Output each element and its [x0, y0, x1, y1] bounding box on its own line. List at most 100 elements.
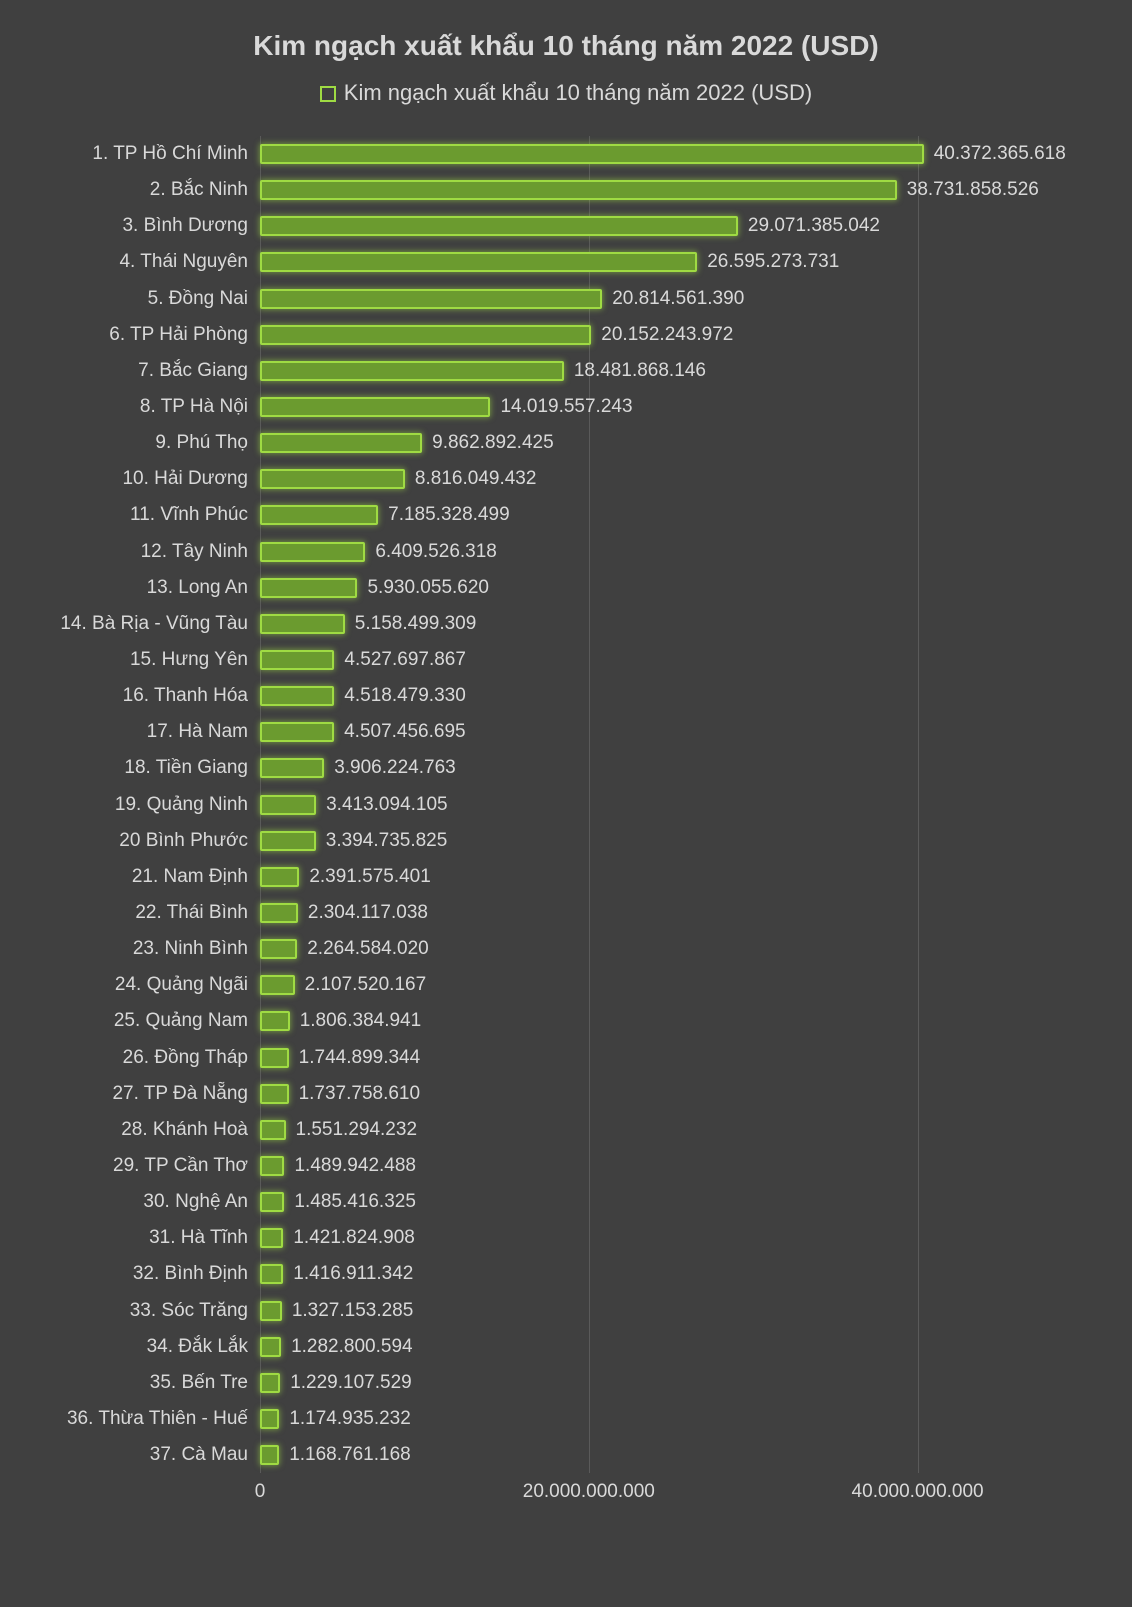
- value-label: 4.527.697.867: [344, 649, 466, 671]
- x-axis: 020.000.000.00040.000.000.000: [260, 1473, 1082, 1513]
- bar-row: 29. TP Cần Thơ1.489.942.488: [260, 1148, 1082, 1184]
- value-label: 26.595.273.731: [707, 251, 839, 273]
- value-label: 40.372.365.618: [934, 143, 1066, 165]
- category-label: 19. Quảng Ninh: [28, 794, 248, 816]
- bar-row: 27. TP Đà Nẵng1.737.758.610: [260, 1076, 1082, 1112]
- value-label: 3.906.224.763: [334, 757, 456, 779]
- bar-row: 1. TP Hồ Chí Minh40.372.365.618: [260, 136, 1082, 172]
- value-label: 29.071.385.042: [748, 215, 880, 237]
- category-label: 17. Hà Nam: [28, 721, 248, 743]
- bar-row: 5. Đồng Nai20.814.561.390: [260, 281, 1082, 317]
- bar: [260, 975, 295, 995]
- category-label: 36. Thừa Thiên - Huế: [28, 1408, 248, 1430]
- bar-row: 10. Hải Dương8.816.049.432: [260, 461, 1082, 497]
- bar: [260, 325, 591, 345]
- category-label: 25. Quảng Nam: [28, 1010, 248, 1032]
- bar-row: 33. Sóc Trăng1.327.153.285: [260, 1293, 1082, 1329]
- bar-row: 12. Tây Ninh6.409.526.318: [260, 534, 1082, 570]
- bar-row: 14. Bà Rịa - Vũng Tàu5.158.499.309: [260, 606, 1082, 642]
- value-label: 3.394.735.825: [326, 830, 448, 852]
- chart-legend: Kim ngạch xuất khẩu 10 tháng năm 2022 (U…: [30, 80, 1102, 106]
- bar-row: 25. Quảng Nam1.806.384.941: [260, 1003, 1082, 1039]
- bar-row: 3. Bình Dương29.071.385.042: [260, 208, 1082, 244]
- category-label: 28. Khánh Hoà: [28, 1119, 248, 1141]
- bar-row: 8. TP Hà Nội14.019.557.243: [260, 389, 1082, 425]
- value-label: 1.489.942.488: [294, 1155, 416, 1177]
- bar: [260, 758, 324, 778]
- bar: [260, 795, 316, 815]
- bar: [260, 542, 365, 562]
- bar: [260, 686, 334, 706]
- bar: [260, 722, 334, 742]
- bar: [260, 1120, 286, 1140]
- value-label: 2.264.584.020: [307, 938, 429, 960]
- bar-row: 34. Đắk Lắk1.282.800.594: [260, 1329, 1082, 1365]
- value-label: 6.409.526.318: [375, 541, 497, 563]
- category-label: 5. Đồng Nai: [28, 288, 248, 310]
- category-label: 24. Quảng Ngãi: [28, 974, 248, 996]
- plot-area: 1. TP Hồ Chí Minh40.372.365.6182. Bắc Ni…: [260, 136, 1082, 1473]
- category-label: 26. Đồng Tháp: [28, 1047, 248, 1069]
- value-label: 18.481.868.146: [574, 360, 706, 382]
- value-label: 4.518.479.330: [344, 685, 466, 707]
- bar-row: 21. Nam Định2.391.575.401: [260, 859, 1082, 895]
- bar-row: 4. Thái Nguyên26.595.273.731: [260, 244, 1082, 280]
- bar: [260, 505, 378, 525]
- bar: [260, 1156, 284, 1176]
- category-label: 4. Thái Nguyên: [28, 251, 248, 273]
- value-label: 1.174.935.232: [289, 1408, 411, 1430]
- value-label: 1.168.761.168: [289, 1444, 411, 1466]
- bar-row: 18. Tiền Giang3.906.224.763: [260, 750, 1082, 786]
- bar: [260, 216, 738, 236]
- bar-row: 32. Bình Định1.416.911.342: [260, 1256, 1082, 1292]
- bar: [260, 433, 422, 453]
- bar-row: 9. Phú Thọ9.862.892.425: [260, 425, 1082, 461]
- bar-row: 36. Thừa Thiên - Huế1.174.935.232: [260, 1401, 1082, 1437]
- bar: [260, 1084, 289, 1104]
- category-label: 34. Đắk Lắk: [28, 1336, 248, 1358]
- bar: [260, 289, 602, 309]
- bar-row: 22. Thái Bình2.304.117.038: [260, 895, 1082, 931]
- bar-row: 30. Nghệ An1.485.416.325: [260, 1184, 1082, 1220]
- value-label: 14.019.557.243: [500, 396, 632, 418]
- category-label: 27. TP Đà Nẵng: [28, 1083, 248, 1105]
- chart-title: Kim ngạch xuất khẩu 10 tháng năm 2022 (U…: [30, 30, 1102, 62]
- value-label: 9.862.892.425: [432, 432, 554, 454]
- bar: [260, 1011, 290, 1031]
- value-label: 1.744.899.344: [299, 1047, 421, 1069]
- category-label: 32. Bình Định: [28, 1263, 248, 1285]
- value-label: 1.282.800.594: [291, 1336, 413, 1358]
- value-label: 20.152.243.972: [601, 324, 733, 346]
- bar-row: 24. Quảng Ngãi2.107.520.167: [260, 967, 1082, 1003]
- value-label: 2.391.575.401: [309, 866, 431, 888]
- value-label: 1.421.824.908: [293, 1227, 415, 1249]
- bar-row: 11. Vĩnh Phúc7.185.328.499: [260, 497, 1082, 533]
- value-label: 1.416.911.342: [293, 1263, 413, 1285]
- bar-row: 16. Thanh Hóa4.518.479.330: [260, 678, 1082, 714]
- bar: [260, 1192, 284, 1212]
- category-label: 31. Hà Tĩnh: [28, 1227, 248, 1249]
- bar-row: 31. Hà Tĩnh1.421.824.908: [260, 1220, 1082, 1256]
- category-label: 15. Hưng Yên: [28, 649, 248, 671]
- value-label: 1.806.384.941: [300, 1010, 422, 1032]
- value-label: 2.107.520.167: [305, 974, 427, 996]
- bar: [260, 1301, 282, 1321]
- category-label: 33. Sóc Trăng: [28, 1300, 248, 1322]
- value-label: 5.158.499.309: [355, 613, 477, 635]
- value-label: 5.930.055.620: [367, 577, 489, 599]
- category-label: 18. Tiền Giang: [28, 757, 248, 779]
- category-label: 16. Thanh Hóa: [28, 685, 248, 707]
- bar-row: 7. Bắc Giang18.481.868.146: [260, 353, 1082, 389]
- category-label: 11. Vĩnh Phúc: [28, 504, 248, 526]
- bar: [260, 397, 490, 417]
- bar: [260, 1445, 279, 1465]
- bar-row: 2. Bắc Ninh38.731.858.526: [260, 172, 1082, 208]
- chart-container: Kim ngạch xuất khẩu 10 tháng năm 2022 (U…: [0, 0, 1132, 1607]
- chart-plot: 1. TP Hồ Chí Minh40.372.365.6182. Bắc Ni…: [30, 136, 1102, 1513]
- value-label: 1.485.416.325: [294, 1191, 416, 1213]
- value-label: 1.551.294.232: [296, 1119, 418, 1141]
- category-label: 14. Bà Rịa - Vũng Tàu: [28, 613, 248, 635]
- bar-row: 26. Đồng Tháp1.744.899.344: [260, 1040, 1082, 1076]
- value-label: 8.816.049.432: [415, 468, 537, 490]
- bar: [260, 650, 334, 670]
